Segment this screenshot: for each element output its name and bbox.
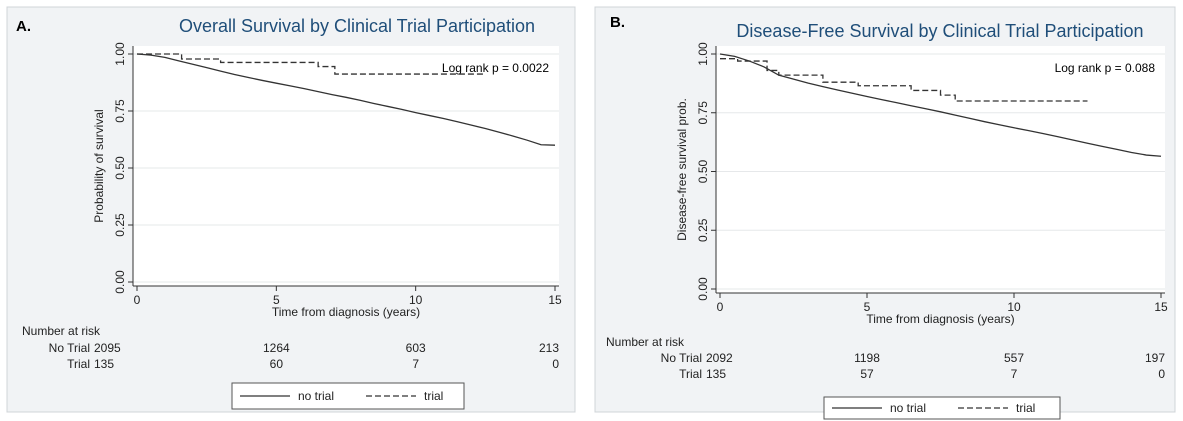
panel-a-x-tick-label: 5: [273, 293, 280, 307]
panel-a-risk-value: 0: [552, 357, 559, 371]
panel-a-y-tick-label: 1.00: [113, 42, 127, 66]
panel-a-risk-value: 135: [94, 357, 114, 371]
panel-a-log-rank-annotation: Log rank p = 0.0022: [442, 61, 549, 75]
panel-a-risk-value: 60: [270, 357, 284, 371]
panel-a-group: 0.00 0.25 0.50 0.75 1.00 0 5 10 15 Time from diag…: [6, 6, 576, 413]
panel-a-y-tick-label: 0.50: [113, 156, 127, 180]
panel-a-plot-area: [133, 46, 559, 286]
panel-b-risk-value: 197: [1145, 351, 1165, 365]
panel-b-risk-header: Number at risk: [606, 335, 685, 349]
panel-a-legend-label-trial: trial: [424, 389, 443, 403]
panel-b-group: 0.00 0.25 0.50 0.75 1.00 0 5 10 15 Time from diag…: [594, 6, 1176, 420]
panel-b-risk-value: 135: [706, 367, 726, 381]
panel-b-risk-value: 0: [1158, 367, 1165, 381]
panel-b-risk-value: 1198: [854, 351, 880, 365]
panel-b-series-trial: [720, 58, 1088, 102]
panel-a-y-tick-label: 0.25: [113, 213, 127, 237]
panel-a-risk-value: 603: [406, 341, 426, 355]
panel-b-plot-area: [716, 46, 1165, 293]
panel-b-y-tick-label: 0.50: [696, 159, 710, 183]
panel-b-x-tick-label: 15: [1154, 300, 1168, 314]
panel-b-risk-value: 57: [860, 367, 874, 381]
panel-a-x-tick-label: 10: [409, 293, 423, 307]
panel-a-x-axis-label: Time from diagnosis (years): [272, 305, 420, 319]
panel-a-risk-value: 2095: [94, 341, 121, 355]
panel-b-letter: B.: [610, 14, 625, 31]
panel-b-x-tick-label: 10: [1007, 300, 1021, 314]
panel-b-x-tick-label: 0: [717, 300, 724, 314]
panel-b-series-no-trial: [719, 53, 1162, 157]
panel-b-legend-label-trial: trial: [1016, 401, 1035, 415]
panel-a-risk-value: 213: [539, 341, 559, 355]
panel-a-risk-row-label: No Trial: [49, 341, 90, 355]
panel-a-title: Overall Survival by Clinical Trial Parti…: [179, 16, 535, 36]
panel-b-legend-label-no-trial: no trial: [890, 401, 926, 415]
panel-b-y-axis-label: Disease-free survival prob.: [675, 98, 689, 241]
panel-b-y-tick-label: 0.25: [696, 218, 710, 242]
panel-b-x-axis-label: Time from diagnosis (years): [866, 312, 1014, 326]
panel-b-y-tick-label: 0.00: [696, 277, 710, 301]
panel-a-risk-value: 1264: [263, 341, 290, 355]
panel-a-y-tick-label: 0.00: [113, 270, 127, 294]
panel-a-series-no-trial: [136, 53, 556, 146]
panel-a-risk-header: Number at risk: [22, 324, 101, 338]
panel-a-x-tick-label: 0: [134, 293, 141, 307]
panel-b-log-rank-annotation: Log rank p = 0.088: [1055, 61, 1156, 75]
panel-a-y-tick-label: 0.75: [113, 99, 127, 123]
panel-a-y-axis-label: Probability of survival: [92, 109, 106, 222]
panel-b-y-tick-label: 0.75: [696, 101, 710, 125]
panel-b-x-tick-label: 5: [864, 300, 871, 314]
panel-a-risk-value: 7: [412, 357, 419, 371]
panel-b-y-tick-label: 1.00: [696, 42, 710, 66]
panel-a-series-trial: [137, 53, 486, 75]
panel-b-risk-value: 7: [1011, 367, 1018, 381]
panel-b-risk-value: 557: [1004, 351, 1024, 365]
panel-b-risk-row-label: Trial: [679, 367, 702, 381]
panel-b-risk-row-label: No Trial: [661, 351, 702, 365]
panel-b-risk-value: 2092: [706, 351, 733, 365]
panel-b-legend-box: [823, 396, 1061, 420]
panel-a-legend-label-no-trial: no trial: [298, 389, 334, 403]
panel-a-letter: A.: [16, 18, 31, 35]
panel-a-x-tick-label: 15: [548, 293, 562, 307]
panel-a-risk-row-label: Trial: [67, 357, 90, 371]
panel-b-title: Disease-Free Survival by Clinical Trial …: [736, 21, 1143, 41]
